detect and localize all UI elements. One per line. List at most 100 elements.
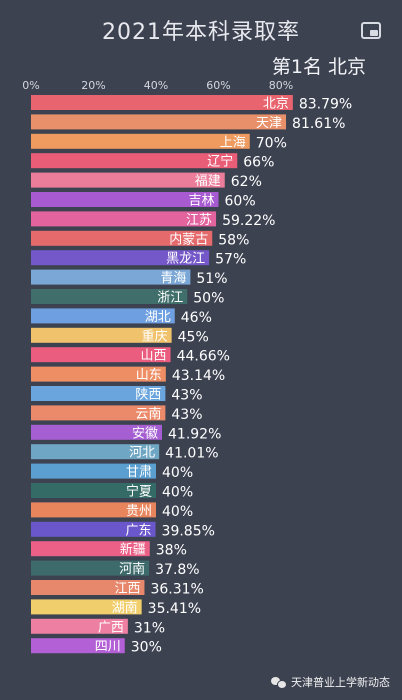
value-label: 45% <box>178 329 209 345</box>
bar <box>31 114 287 130</box>
value-label: 39.85% <box>162 523 215 539</box>
value-label: 43% <box>171 388 202 404</box>
x-tick-label: 60% <box>206 79 230 92</box>
category-label: 黑龙江 <box>166 252 205 267</box>
category-label: 四川 <box>95 640 121 655</box>
bar <box>31 133 250 149</box>
bar-group: 北京 83.79% <box>31 95 352 113</box>
category-label: 上海 <box>220 135 246 150</box>
value-label: 83.79% <box>299 97 352 113</box>
bar <box>31 444 160 460</box>
picture-in-picture-icon[interactable] <box>361 22 381 39</box>
value-label: 58% <box>218 232 249 248</box>
bar-group: 江西 36.31% <box>31 580 204 598</box>
value-label: 66% <box>243 155 274 171</box>
value-label: 50% <box>193 291 224 307</box>
bar-group: 安徽 41.92% <box>31 424 221 442</box>
bar <box>31 483 156 498</box>
bar <box>31 308 175 324</box>
category-label: 天津 <box>256 116 282 131</box>
bar <box>31 521 156 537</box>
category-label: 湖北 <box>145 310 171 325</box>
bar <box>31 153 238 169</box>
bar <box>31 347 171 363</box>
category-label: 浙江 <box>157 291 183 306</box>
x-tick-label: 20% <box>81 79 105 92</box>
bar <box>31 172 225 188</box>
category-label: 北京 <box>263 97 289 112</box>
bar <box>31 560 150 576</box>
bar-group: 河北 41.01% <box>31 444 219 462</box>
bar <box>31 250 210 266</box>
bar-group: 湖南 35.41% <box>31 599 201 617</box>
category-label: 江西 <box>114 582 140 597</box>
x-tick-label: 0% <box>22 79 39 92</box>
value-label: 40% <box>162 485 193 501</box>
bar-group: 辽宁 66% <box>31 153 274 171</box>
bar <box>31 211 217 227</box>
category-label: 甘肃 <box>126 465 152 480</box>
value-label: 81.61% <box>292 116 345 132</box>
bar <box>31 230 213 246</box>
x-tick-label: 40% <box>144 79 168 92</box>
category-label: 山东 <box>136 368 162 383</box>
bar <box>31 192 219 207</box>
category-label: 新疆 <box>120 542 146 558</box>
bar-group: 河南 37.8% <box>31 560 200 578</box>
category-label: 贵州 <box>126 504 152 519</box>
bar-group: 新疆 38% <box>31 541 187 559</box>
category-label: 福建 <box>195 174 221 189</box>
bar <box>31 580 145 595</box>
category-label: 宁夏 <box>126 484 152 500</box>
category-label: 广西 <box>98 620 124 635</box>
category-label: 陕西 <box>135 388 161 403</box>
value-label: 70% <box>256 135 287 151</box>
value-label: 51% <box>196 271 227 287</box>
value-label: 60% <box>225 194 256 210</box>
bar-group: 宁夏 40% <box>31 483 193 501</box>
bar-group: 甘肃 40% <box>31 463 193 481</box>
bar <box>31 269 191 285</box>
bar <box>31 95 293 110</box>
bar-group: 黑龙江 57% <box>31 250 246 268</box>
category-label: 山西 <box>141 349 167 364</box>
bar-group: 广西 31% <box>31 618 165 636</box>
bar-group: 青海 51% <box>31 269 228 287</box>
category-label: 内蒙古 <box>169 231 208 247</box>
value-label: 57% <box>215 252 246 268</box>
bar-group: 福建 62% <box>31 172 262 190</box>
value-label: 44.66% <box>177 349 230 365</box>
bar-group: 天津 81.61% <box>31 114 345 132</box>
bar <box>31 405 166 421</box>
category-label: 吉林 <box>188 194 214 209</box>
category-label: 广东 <box>126 523 152 538</box>
category-label: 河北 <box>129 446 155 461</box>
bar-group: 内蒙古 58% <box>31 230 249 248</box>
bar <box>31 327 172 343</box>
bar-group: 陕西 43% <box>31 386 203 404</box>
category-label: 辽宁 <box>207 154 233 170</box>
category-label: 河南 <box>119 561 145 577</box>
value-label: 36.31% <box>150 582 203 598</box>
bar-group: 浙江 50% <box>31 289 224 307</box>
chart-title: 2021年本科录取率 <box>102 20 300 45</box>
category-label: 青海 <box>160 271 186 286</box>
watermark: 天津普业上学新动态 <box>271 674 390 690</box>
bar-group: 山西 44.66% <box>31 347 230 365</box>
value-label: 30% <box>131 640 162 656</box>
bar <box>31 366 166 382</box>
bar-group: 广东 39.85% <box>31 521 215 539</box>
bar <box>31 599 142 615</box>
bar <box>31 289 188 304</box>
bar-group: 重庆 45% <box>31 327 209 345</box>
bar-group: 贵州 40% <box>31 502 193 520</box>
rank-label: 第1名 北京 <box>271 56 366 78</box>
bar-group: 四川 30% <box>31 638 162 656</box>
x-tick-label: 80% <box>269 79 293 92</box>
bar <box>31 541 150 557</box>
value-label: 41.01% <box>165 446 218 462</box>
bar-group: 山东 43.14% <box>31 366 225 384</box>
value-label: 37.8% <box>155 562 199 578</box>
category-label: 重庆 <box>142 328 168 344</box>
